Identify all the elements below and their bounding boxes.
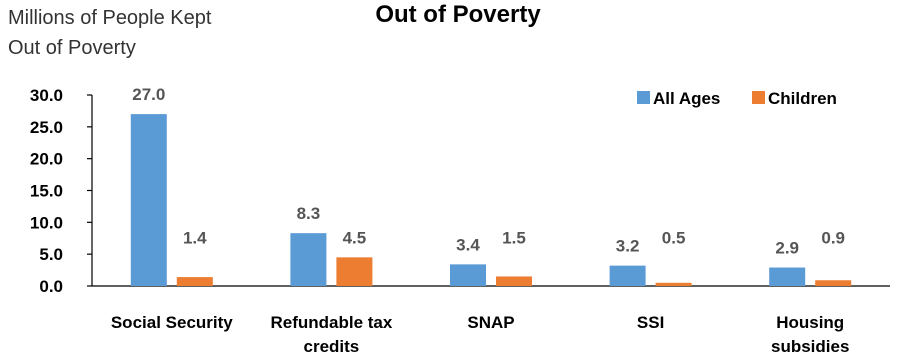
y-tick-label: 0.0 [39, 277, 63, 296]
x-category-label: SSI [637, 313, 664, 332]
x-category-label: Housing [776, 313, 844, 332]
bar-all-ages [609, 265, 646, 286]
data-label: 3.2 [616, 237, 640, 256]
legend-label: All Ages [653, 89, 720, 108]
y-tick-label: 15.0 [30, 182, 63, 201]
legend-swatch [637, 91, 650, 104]
chart-title: Out of Poverty [375, 1, 541, 28]
x-category-label: subsidies [771, 337, 849, 356]
bar-all-ages [450, 264, 486, 286]
data-label: 8.3 [297, 204, 321, 223]
data-label: 0.5 [662, 228, 686, 247]
data-label: 3.4 [456, 235, 480, 254]
data-label: 27.0 [132, 85, 165, 104]
bar-children [655, 282, 692, 286]
bar-children [815, 280, 852, 286]
y-tick-label: 30.0 [30, 86, 63, 105]
data-label: 1.4 [183, 228, 207, 247]
legend-label: Children [768, 89, 837, 108]
y-axis-label-line: Millions of People Kept [8, 7, 212, 29]
bar-children [496, 276, 532, 286]
x-category-label: Social Security [111, 313, 233, 332]
y-tick-label: 25.0 [30, 118, 63, 137]
data-label: 1.5 [502, 228, 526, 247]
bar-all-ages [130, 114, 167, 286]
x-category-label: SNAP [467, 313, 514, 332]
data-label: 2.9 [775, 239, 799, 258]
bar-children [336, 257, 373, 286]
y-tick-label: 10.0 [30, 213, 63, 232]
bar-children [176, 277, 213, 286]
y-tick-label: 20.0 [30, 150, 63, 169]
x-category-label: credits [304, 337, 360, 356]
x-category-label: Refundable tax [270, 313, 392, 332]
bar-all-ages [290, 233, 327, 286]
data-label: 0.9 [821, 228, 845, 247]
data-label: 4.5 [343, 228, 367, 247]
y-tick-label: 5.0 [39, 245, 63, 264]
bar-all-ages [769, 267, 806, 286]
legend-swatch [752, 91, 765, 104]
y-axis-label-line: Out of Poverty [8, 37, 136, 59]
